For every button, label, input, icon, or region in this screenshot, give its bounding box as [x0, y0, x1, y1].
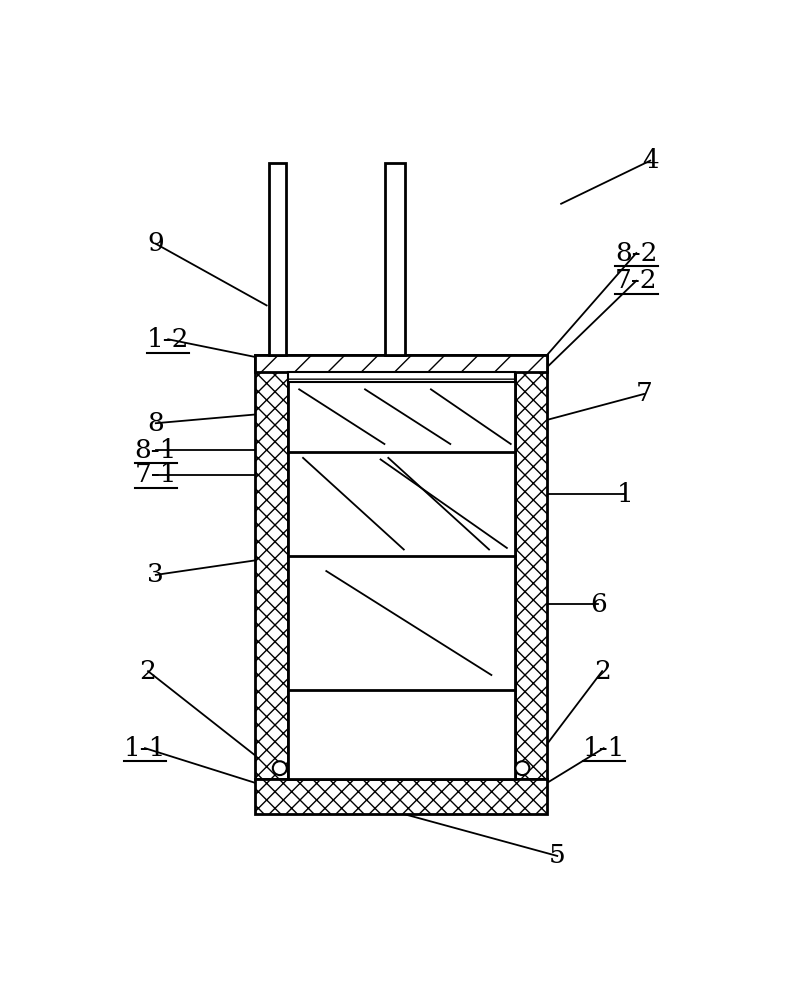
Text: 7-2: 7-2: [615, 268, 658, 293]
Text: 1-1: 1-1: [582, 736, 625, 761]
Bar: [269, 163, 286, 356]
Bar: [255, 779, 547, 814]
Text: 8-2: 8-2: [615, 240, 658, 265]
Text: 3: 3: [147, 563, 164, 587]
Text: 1: 1: [617, 481, 634, 507]
Text: 2: 2: [140, 658, 157, 683]
Circle shape: [515, 761, 530, 775]
Text: 7: 7: [636, 382, 653, 406]
Text: 1-2: 1-2: [147, 327, 190, 352]
Text: 4: 4: [642, 148, 658, 173]
Text: 7-1: 7-1: [134, 462, 177, 487]
Text: 5: 5: [549, 843, 566, 868]
Circle shape: [273, 761, 286, 775]
Text: 6: 6: [590, 592, 606, 617]
Bar: [514, 356, 547, 779]
Text: 9: 9: [147, 231, 164, 256]
Bar: [287, 373, 514, 382]
Bar: [386, 163, 406, 356]
Text: 8: 8: [147, 411, 164, 436]
Bar: [255, 356, 547, 373]
Text: 1-1: 1-1: [124, 736, 166, 761]
Bar: [287, 356, 514, 779]
Text: 8-1: 8-1: [134, 437, 177, 462]
Text: 2: 2: [594, 658, 610, 683]
Bar: [255, 356, 287, 779]
